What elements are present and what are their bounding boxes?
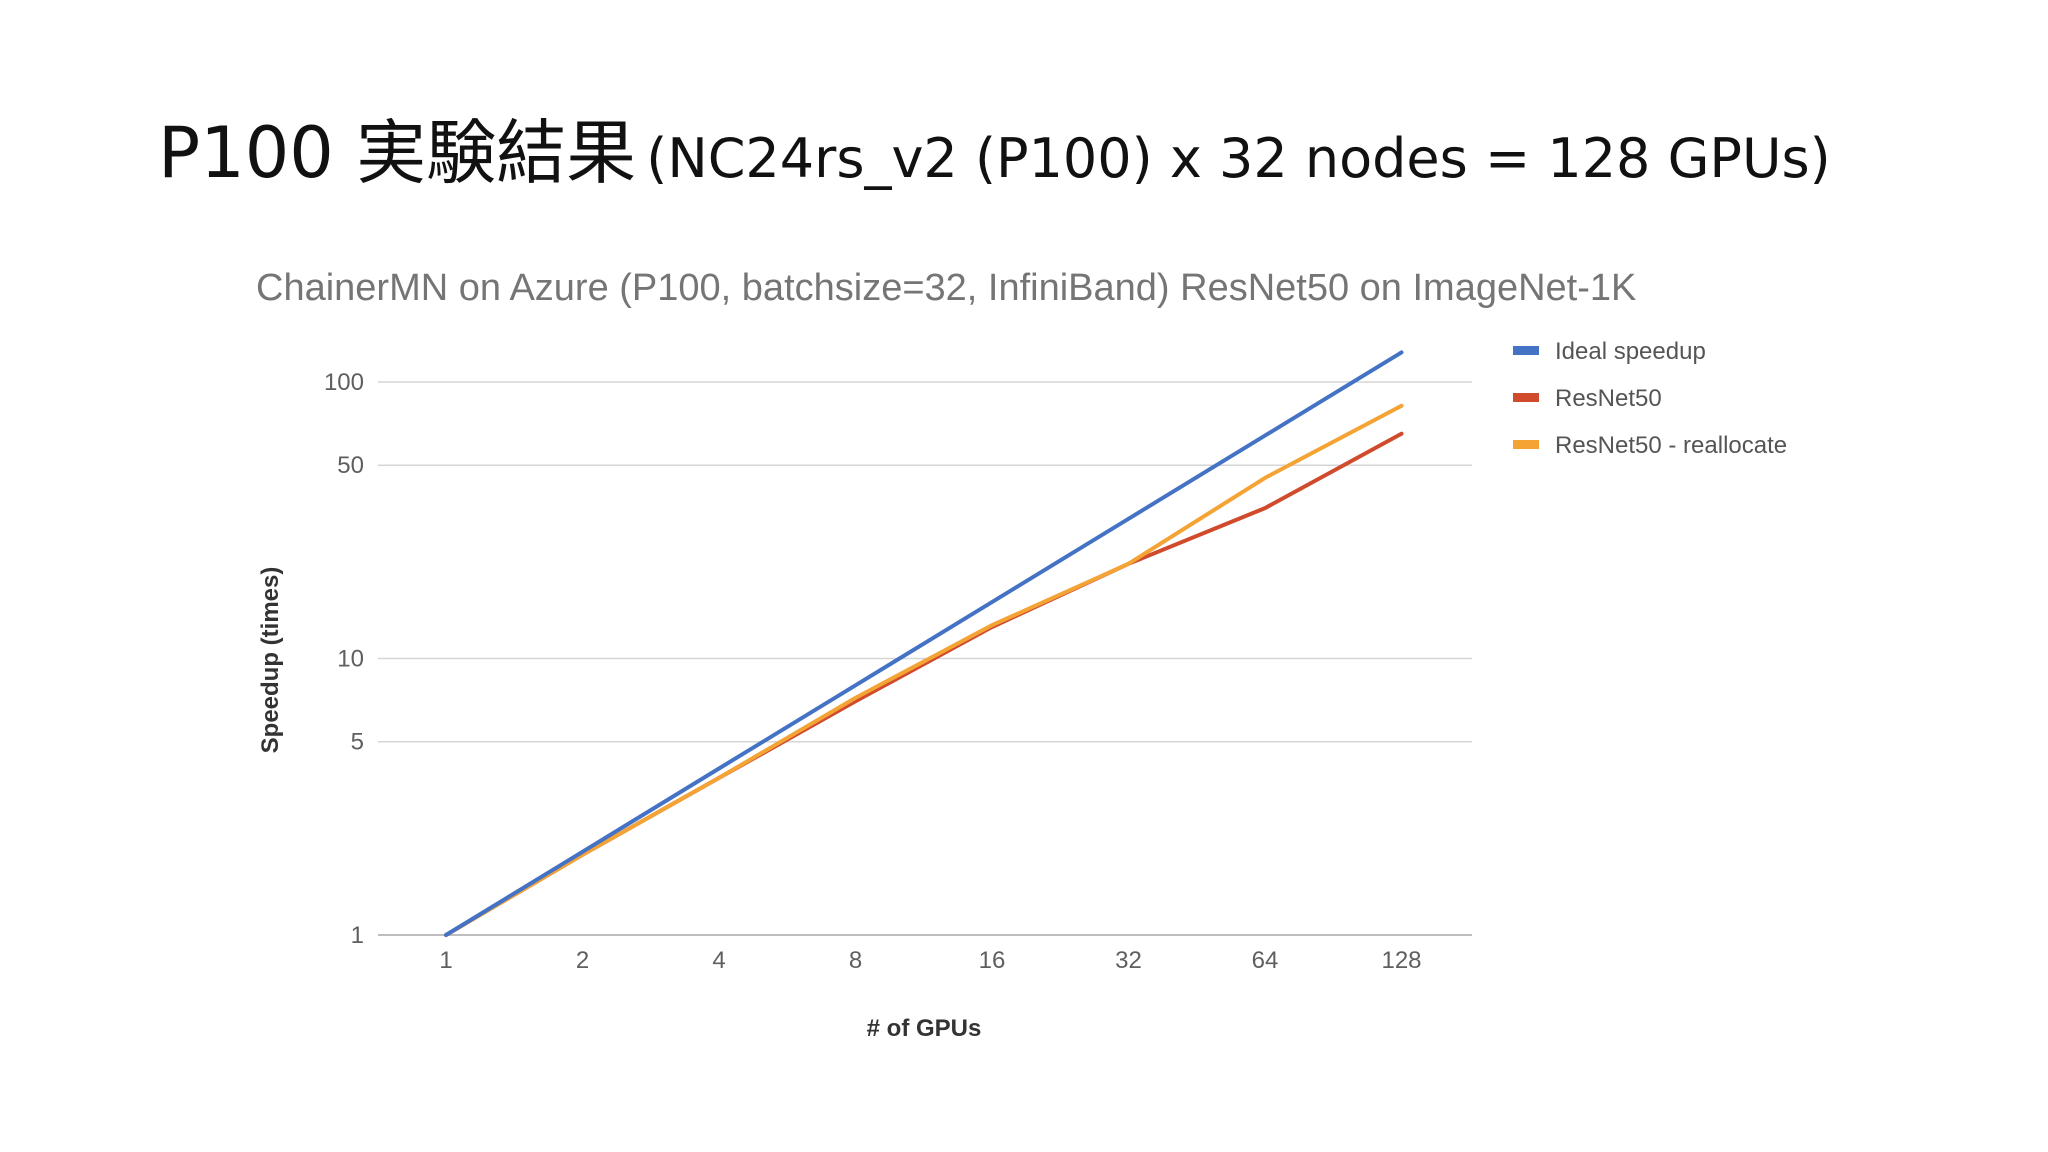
y-tick-label-1: 1 xyxy=(351,922,364,949)
gridlines xyxy=(378,382,1472,935)
x-tick-label-128: 128 xyxy=(1381,947,1421,974)
x-tick-label-2: 2 xyxy=(576,947,589,974)
y-axis-ticks: 1 5 10 50 100 xyxy=(324,369,364,949)
legend-swatch-resnet50 xyxy=(1513,393,1539,402)
x-tick-label-16: 16 xyxy=(979,947,1006,974)
legend: Ideal speedup ResNet50 ResNet50 - realloca… xyxy=(1513,338,1787,459)
chart-title: ChainerMN on Azure (P100, batchsize=32, … xyxy=(256,267,1636,309)
y-tick-label-5: 5 xyxy=(351,729,364,756)
series-line-ideal-speedup xyxy=(446,352,1402,935)
x-tick-label-8: 8 xyxy=(849,947,862,974)
y-tick-label-100: 100 xyxy=(324,369,364,396)
y-axis-title: Speedup (times) xyxy=(257,567,284,754)
x-tick-label-1: 1 xyxy=(439,947,452,974)
legend-swatch-ideal-speedup xyxy=(1513,346,1539,355)
x-axis-ticks: 1 2 4 8 16 32 64 128 xyxy=(439,947,1421,974)
legend-label-ideal-speedup: Ideal speedup xyxy=(1555,338,1706,365)
x-axis-title: # of GPUs xyxy=(867,1015,982,1042)
x-tick-label-4: 4 xyxy=(712,947,725,974)
legend-label-resnet50-reallocate: ResNet50 - reallocate xyxy=(1555,432,1787,459)
x-tick-label-32: 32 xyxy=(1115,947,1142,974)
series-lines xyxy=(446,352,1402,935)
y-tick-label-10: 10 xyxy=(337,646,364,673)
legend-swatch-resnet50-reallocate xyxy=(1513,440,1539,449)
series-line-resnet50 xyxy=(446,434,1402,935)
series-line-resnet50-reallocate xyxy=(446,406,1402,935)
legend-label-resnet50: ResNet50 xyxy=(1555,385,1662,412)
y-tick-label-50: 50 xyxy=(337,452,364,479)
x-tick-label-64: 64 xyxy=(1252,947,1279,974)
